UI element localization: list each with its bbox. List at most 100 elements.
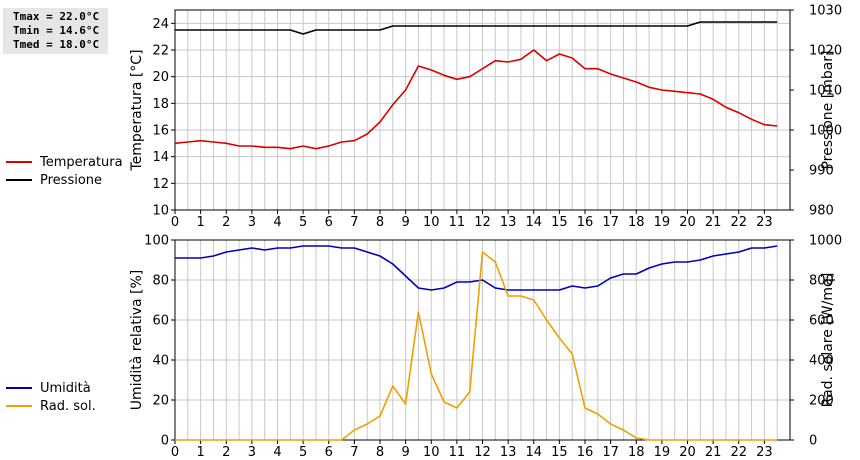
xtick-label-0: 1 (196, 215, 204, 230)
xtick-label-0: 18 (628, 215, 645, 230)
ytick-label-left-0: 14 (152, 150, 169, 165)
xtick-label-1: 17 (602, 445, 619, 460)
xtick-label-1: 22 (730, 445, 747, 460)
xtick-label-1: 0 (171, 445, 179, 460)
ytick-label-right-0: 1030 (809, 4, 842, 19)
xtick-label-0: 17 (602, 215, 619, 230)
ytick-label-right-1: 400 (809, 354, 834, 369)
xtick-label-0: 16 (577, 215, 594, 230)
ytick-label-right-1: 600 (809, 314, 834, 329)
xtick-label-0: 3 (248, 215, 256, 230)
legend-label-umidita: Umidità (40, 380, 91, 396)
ytick-label-right-0: 1000 (809, 124, 842, 139)
xtick-label-0: 5 (299, 215, 307, 230)
legend-top: Temperatura Pressione (6, 153, 123, 189)
xtick-label-1: 6 (325, 445, 333, 460)
legend-bottom: Umidità Rad. sol. (6, 379, 96, 415)
ytick-label-left-0: 22 (152, 44, 169, 59)
legend-swatch-radsol (6, 405, 32, 407)
ytick-label-right-0: 1020 (809, 44, 842, 59)
xtick-label-1: 1 (196, 445, 204, 460)
xtick-label-1: 7 (350, 445, 358, 460)
stat-tmax: Tmax = 22.0°C (13, 10, 100, 23)
ytick-label-right-1: 0 (809, 434, 817, 449)
xtick-label-1: 5 (299, 445, 307, 460)
xtick-label-0: 7 (350, 215, 358, 230)
xtick-label-1: 15 (551, 445, 568, 460)
stat-tmin: Tmin = 14.6°C (13, 24, 100, 37)
legend-label-radsol: Rad. sol. (40, 398, 96, 414)
ytick-label-right-0: 990 (809, 164, 834, 179)
legend-item-pressione: Pressione (6, 171, 123, 189)
xtick-label-0: 23 (756, 215, 773, 230)
xtick-label-0: 6 (325, 215, 333, 230)
legend-label-pressione: Pressione (40, 172, 103, 188)
series-line-umidit (175, 245, 778, 291)
legend-label-temperatura: Temperatura (40, 154, 123, 170)
xtick-label-1: 8 (376, 445, 384, 460)
ytick-label-left-0: 10 (152, 204, 169, 219)
ytick-label-left-1: 0 (161, 434, 169, 449)
xtick-label-1: 23 (756, 445, 773, 460)
legend-swatch-umidita (6, 387, 32, 389)
xtick-label-0: 13 (500, 215, 517, 230)
ytick-label-right-0: 1010 (809, 84, 842, 99)
xtick-label-1: 20 (679, 445, 696, 460)
xtick-label-1: 13 (500, 445, 517, 460)
xtick-label-0: 19 (654, 215, 671, 230)
legend-swatch-pressione (6, 179, 32, 181)
xtick-label-0: 22 (730, 215, 747, 230)
stats-box: Tmax = 22.0°C Tmin = 14.6°C Tmed = 18.0°… (3, 8, 108, 54)
ytick-label-right-1: 1000 (809, 234, 842, 249)
ylabel-left-1: Umidità relativa [%] (129, 270, 145, 411)
ytick-label-left-1: 20 (152, 394, 169, 409)
ytick-label-right-1: 800 (809, 274, 834, 289)
legend-swatch-temperatura (6, 161, 32, 163)
ylabel-right-0: Pressione [mbar] (820, 50, 836, 169)
xtick-label-1: 14 (525, 445, 542, 460)
xtick-label-1: 18 (628, 445, 645, 460)
ytick-label-left-1: 100 (144, 234, 169, 249)
xtick-label-0: 21 (705, 215, 722, 230)
ytick-label-left-0: 24 (152, 17, 169, 32)
legend-item-umidita: Umidità (6, 379, 96, 397)
ytick-label-left-1: 60 (152, 314, 169, 329)
xtick-label-1: 2 (222, 445, 230, 460)
xtick-label-0: 2 (222, 215, 230, 230)
series-line-pressione (175, 21, 778, 35)
stat-tmed: Tmed = 18.0°C (13, 38, 100, 51)
ytick-label-left-1: 80 (152, 274, 169, 289)
series-line-temperatura (174, 49, 778, 150)
legend-item-radsol: Rad. sol. (6, 397, 96, 415)
xtick-label-0: 12 (474, 215, 491, 230)
ylabel-left-0: Temperatura [°C] (129, 49, 145, 171)
ytick-label-left-1: 40 (152, 354, 169, 369)
ylabel-right-1: Rad. solare [W/mq] (820, 273, 836, 408)
xtick-label-0: 15 (551, 215, 568, 230)
xtick-label-1: 19 (654, 445, 671, 460)
xtick-label-1: 4 (273, 445, 281, 460)
series-line-rad-sol (175, 251, 778, 441)
xtick-label-1: 16 (577, 445, 594, 460)
ytick-label-left-0: 16 (152, 124, 169, 139)
ytick-label-right-1: 200 (809, 394, 834, 409)
xtick-label-1: 3 (248, 445, 256, 460)
xtick-label-0: 9 (401, 215, 409, 230)
legend-item-temperatura: Temperatura (6, 153, 123, 171)
xtick-label-0: 14 (525, 215, 542, 230)
xtick-label-0: 4 (273, 215, 281, 230)
xtick-label-0: 20 (679, 215, 696, 230)
xtick-label-0: 11 (449, 215, 466, 230)
ytick-label-left-0: 12 (152, 177, 169, 192)
xtick-label-1: 9 (401, 445, 409, 460)
xtick-label-1: 12 (474, 445, 491, 460)
xtick-label-1: 11 (449, 445, 466, 460)
ytick-label-left-0: 18 (152, 97, 169, 112)
ytick-label-right-0: 980 (809, 204, 834, 219)
ytick-label-left-0: 20 (152, 70, 169, 85)
xtick-label-0: 8 (376, 215, 384, 230)
xtick-label-1: 21 (705, 445, 722, 460)
xtick-label-0: 10 (423, 215, 440, 230)
xtick-label-0: 0 (171, 215, 179, 230)
